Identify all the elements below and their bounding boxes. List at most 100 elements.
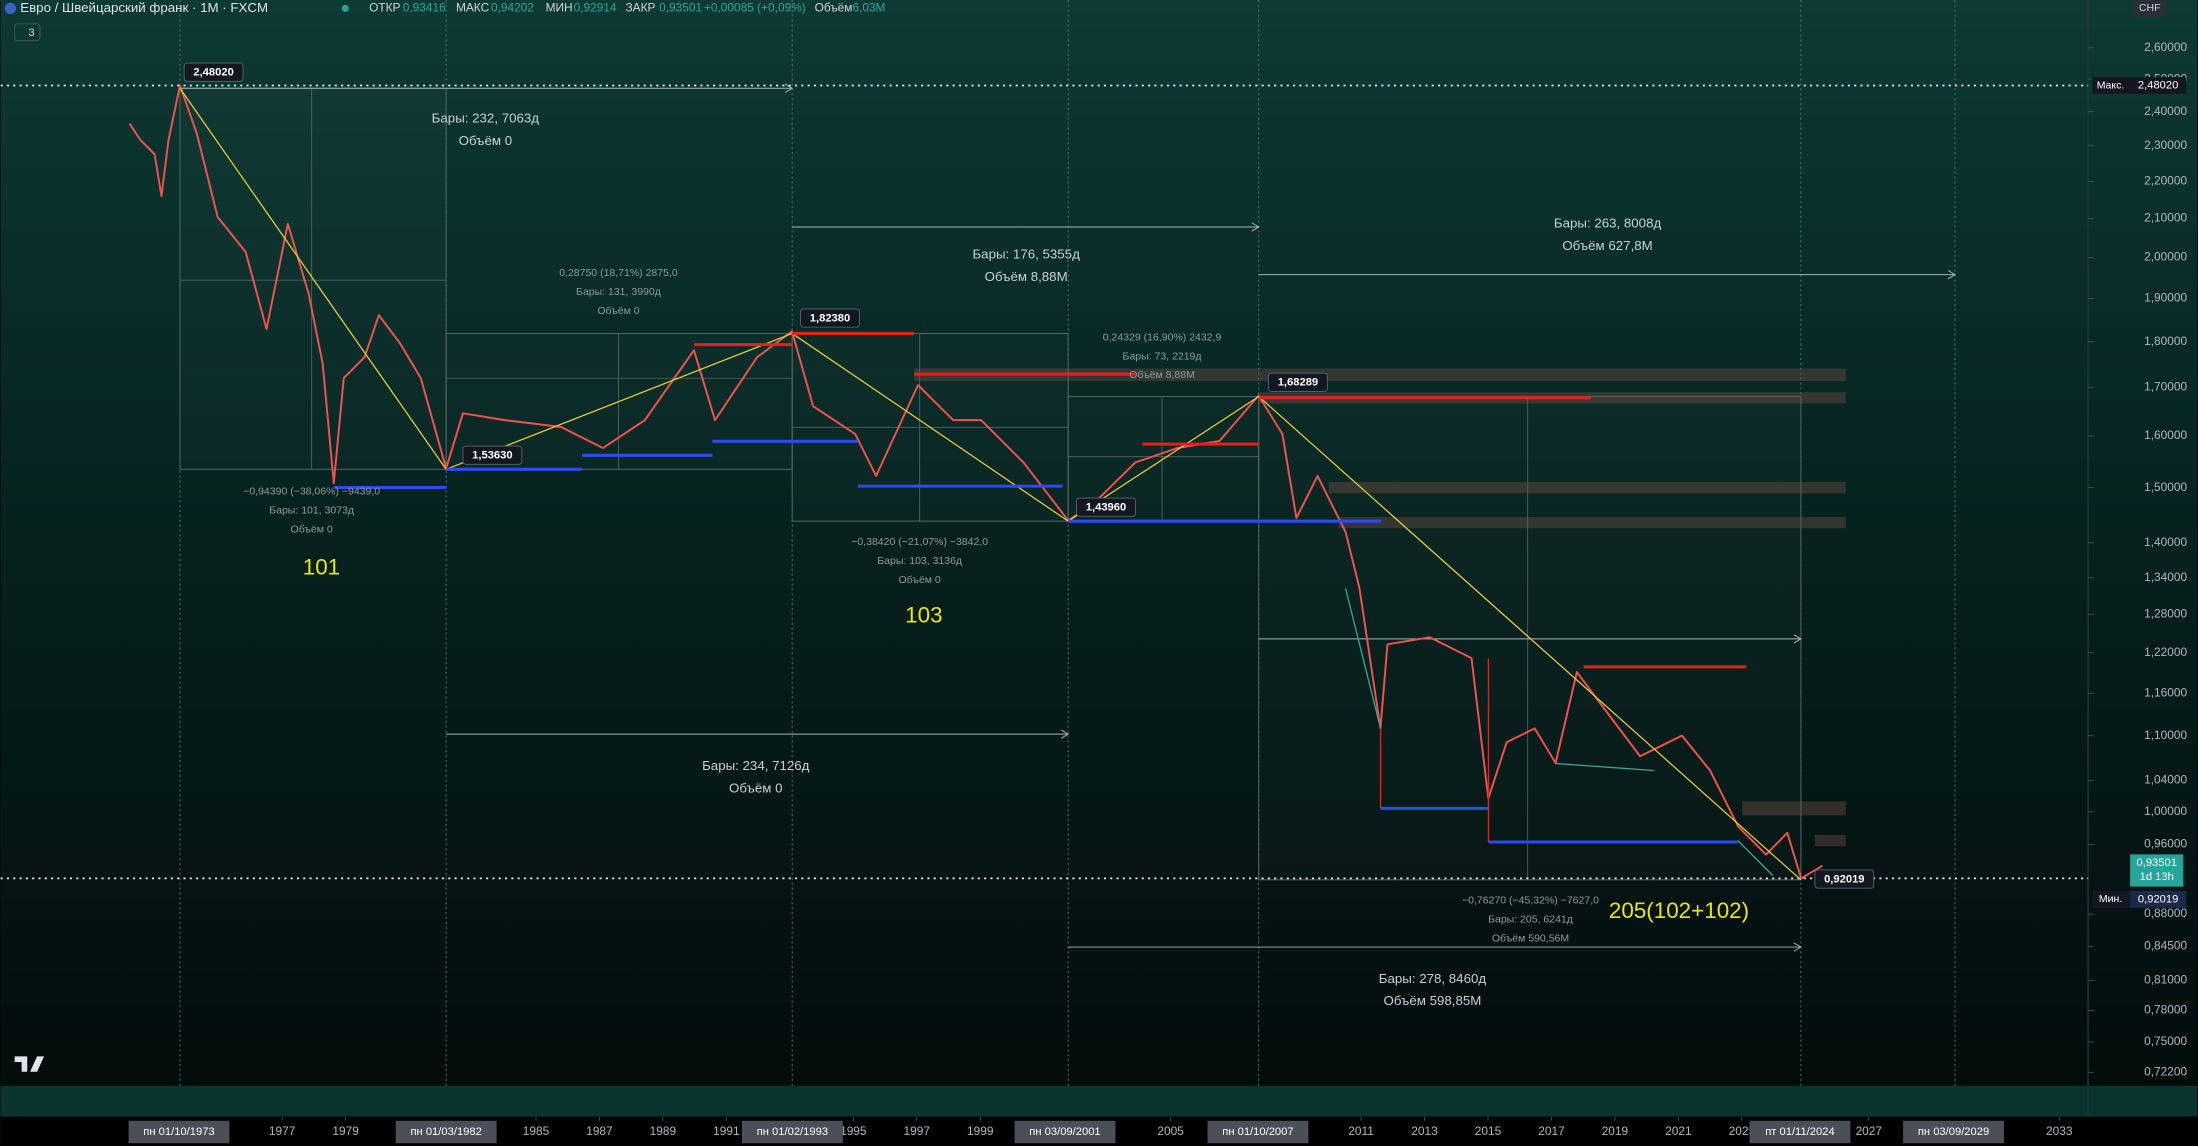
x-tick-label: 2023 [1729,1124,1756,1138]
max-name-box [2092,77,2131,94]
zone [1328,481,1846,494]
annotation: Бары: 232, 7063д [432,111,540,126]
price-label: 1,82380 [810,312,850,324]
price-label: 1,43960 [1086,502,1126,514]
measure-stat: Объём 0 [597,305,639,317]
price-line [128,84,1823,880]
wave-count: 101 [303,555,340,580]
y-tick-label: 1,34000 [2144,570,2187,584]
y-tick-label: 1,22000 [2144,645,2187,659]
last-value: 0,93501 [2137,857,2177,869]
x-tick-label: 2013 [1411,1124,1438,1138]
x-marker-label: пн 01/03/1982 [411,1126,482,1138]
measure-stat: −0,76270 (−45,32%) −7627,0 [1462,895,1599,907]
price-label-box [1076,497,1136,517]
annotation: Бары: 234, 7126д [702,758,810,773]
indicator-count: 3 [28,27,34,39]
symbol-flag [4,2,17,15]
trend-line [179,87,447,470]
x-tick-label: 2021 [1665,1124,1692,1138]
header-field-name: МИН [546,1,573,15]
zone [914,368,1846,382]
price-label: 1,53630 [472,450,512,462]
max-name: Макс. [2097,79,2125,91]
x-tick-label: 2019 [1602,1124,1629,1138]
x-tick-label: 1985 [523,1124,550,1138]
zone [1814,834,1846,847]
x-marker-box [1903,1120,2004,1144]
annotation: Объём 8,88M [985,269,1068,284]
annotation: Объём 0 [459,133,512,148]
measure-stat: Объём 8,88M [1129,369,1195,381]
measure-stat: 0,28750 (18,71%) 2875,0 [559,267,678,279]
measure-stat: −0,94390 (−38,06%) −9439,0 [243,486,380,498]
indicator-toggle[interactable] [14,23,41,42]
arrow-head [1947,269,1956,280]
y-tick-label: 0,72200 [2144,1064,2187,1078]
x-marker-label: пн 01/10/1973 [143,1126,214,1138]
measure-stat: Бары: 101, 3073д [269,504,354,516]
x-tick-label: 2033 [2046,1124,2073,1138]
header-field-value: 0,94202 [491,1,534,15]
header-field-name: ОТКР [369,1,400,15]
price-label: 2,48020 [193,67,233,79]
min-name-box [2092,890,2131,908]
zone [1338,516,1846,529]
measure-stat: 0,24329 (16,90%) 2432,9 [1103,331,1222,343]
channel-line [1737,840,1774,877]
min-value-box [2130,890,2187,908]
arrow-head [1793,634,1802,644]
price-label-box [1268,372,1328,392]
measure-stat: Объём 0 [291,523,333,535]
countdown: 1d 13h [2140,871,2174,883]
channel-line [1344,588,1382,729]
y-tick-label: 1,50000 [2144,480,2187,494]
price-label-box [183,62,244,82]
y-tick-label: 2,20000 [2144,173,2187,187]
y-tick-label: 2,40000 [2144,104,2187,118]
annotation: Объём 627,8M [1562,238,1652,253]
x-tick-label: 1995 [840,1124,867,1138]
currency-box[interactable] [2132,0,2167,17]
x-marker-label: пн 01/10/2007 [1222,1126,1293,1138]
x-tick-label: 2017 [1538,1124,1565,1138]
annotation: Бары: 278, 8460д [1379,971,1487,986]
y-tick-label: 1,04000 [2144,773,2187,787]
symbol-title: Евро / Швейцарский франк · 1M · FXCM [20,0,268,15]
annotation: Объём 0 [729,780,782,795]
header-field-value: 6,03M [852,1,885,15]
header-field-name: ЗАКР [625,1,655,15]
x-marker-label: пт 01/11/2024 [1765,1126,1834,1138]
annotation: Бары: 263, 8008д [1554,216,1662,231]
x-tick-label: 2027 [1856,1124,1883,1138]
channel-line [1555,762,1654,772]
x-tick-label: 2005 [1157,1124,1184,1138]
arrow-head [1793,942,1802,952]
annotation: Объём 598,85M [1384,993,1482,1008]
trend-line [1258,396,1802,881]
measure-stat: −0,38420 (−21,07%) −3842,0 [851,536,988,548]
x-tick-label: 1989 [650,1124,677,1138]
x-marker-box [128,1120,230,1144]
measure-stat: Объём 590,56M [1492,932,1569,944]
arrow-head [784,83,794,93]
price-label-box [462,445,523,465]
x-tick-label: 2015 [1475,1124,1502,1138]
measure-stat: Бары: 205, 6241д [1488,914,1573,926]
measure-stat: Бары: 103, 3136д [877,555,962,567]
x-marker-box [1014,1120,1116,1144]
y-tick-label: 2,00000 [2144,250,2187,264]
y-tick-label: 0,75000 [2144,1034,2187,1048]
y-tick-label: 0,84500 [2144,939,2187,953]
y-tick-label: 0,88000 [2144,906,2187,920]
x-marker-label: пн 03/09/2001 [1029,1126,1100,1138]
max-value: 2,48020 [2138,79,2178,91]
last-box [2130,854,2184,887]
annotation: Бары: 176, 5355д [972,246,1080,261]
y-tick-label: 1,16000 [2144,685,2187,699]
header-field-name: МАКС [456,1,490,15]
